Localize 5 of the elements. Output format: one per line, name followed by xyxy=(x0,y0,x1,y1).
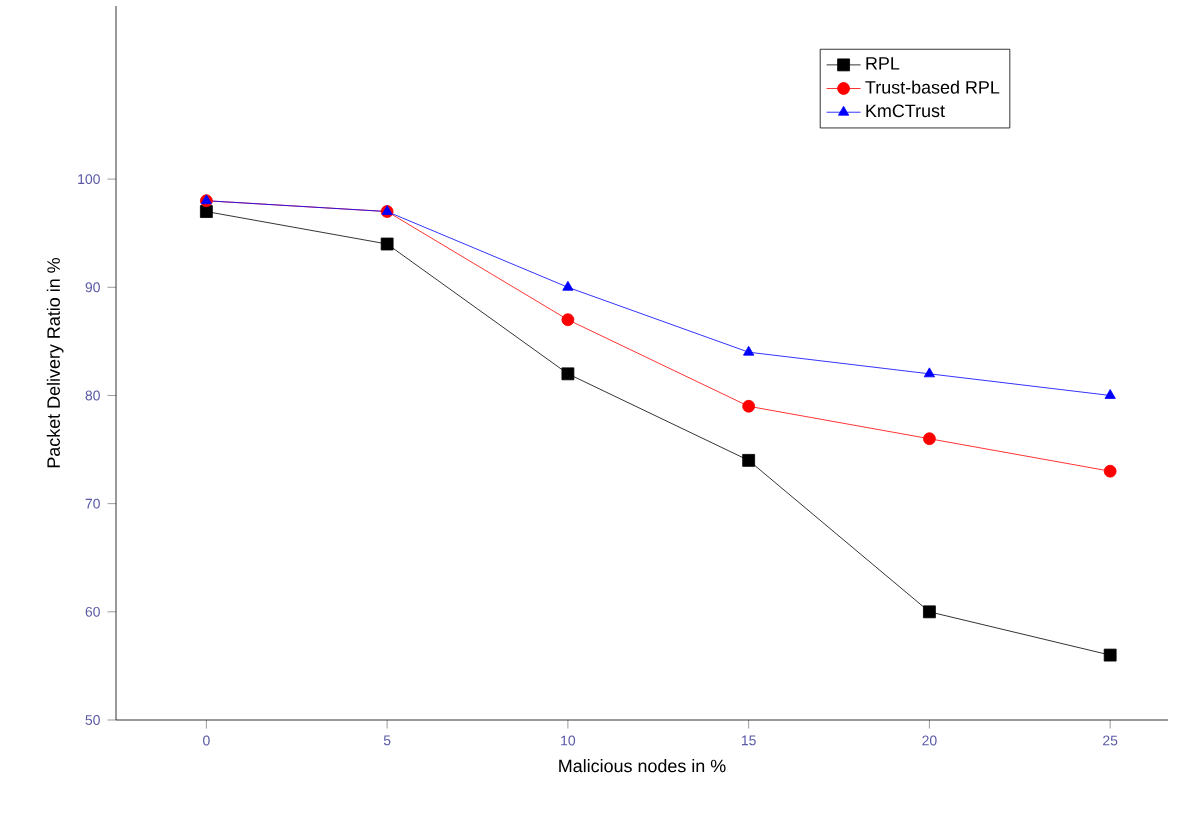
legend-label: RPL xyxy=(866,57,900,70)
legend-label: Trust-based RPL xyxy=(865,80,1000,94)
legend-label: KmCTrust xyxy=(866,104,945,118)
x-axis-title: Malicious nodes in % xyxy=(559,759,726,773)
y-axis-title: Packet Delivery Ratio in % xyxy=(46,258,64,468)
